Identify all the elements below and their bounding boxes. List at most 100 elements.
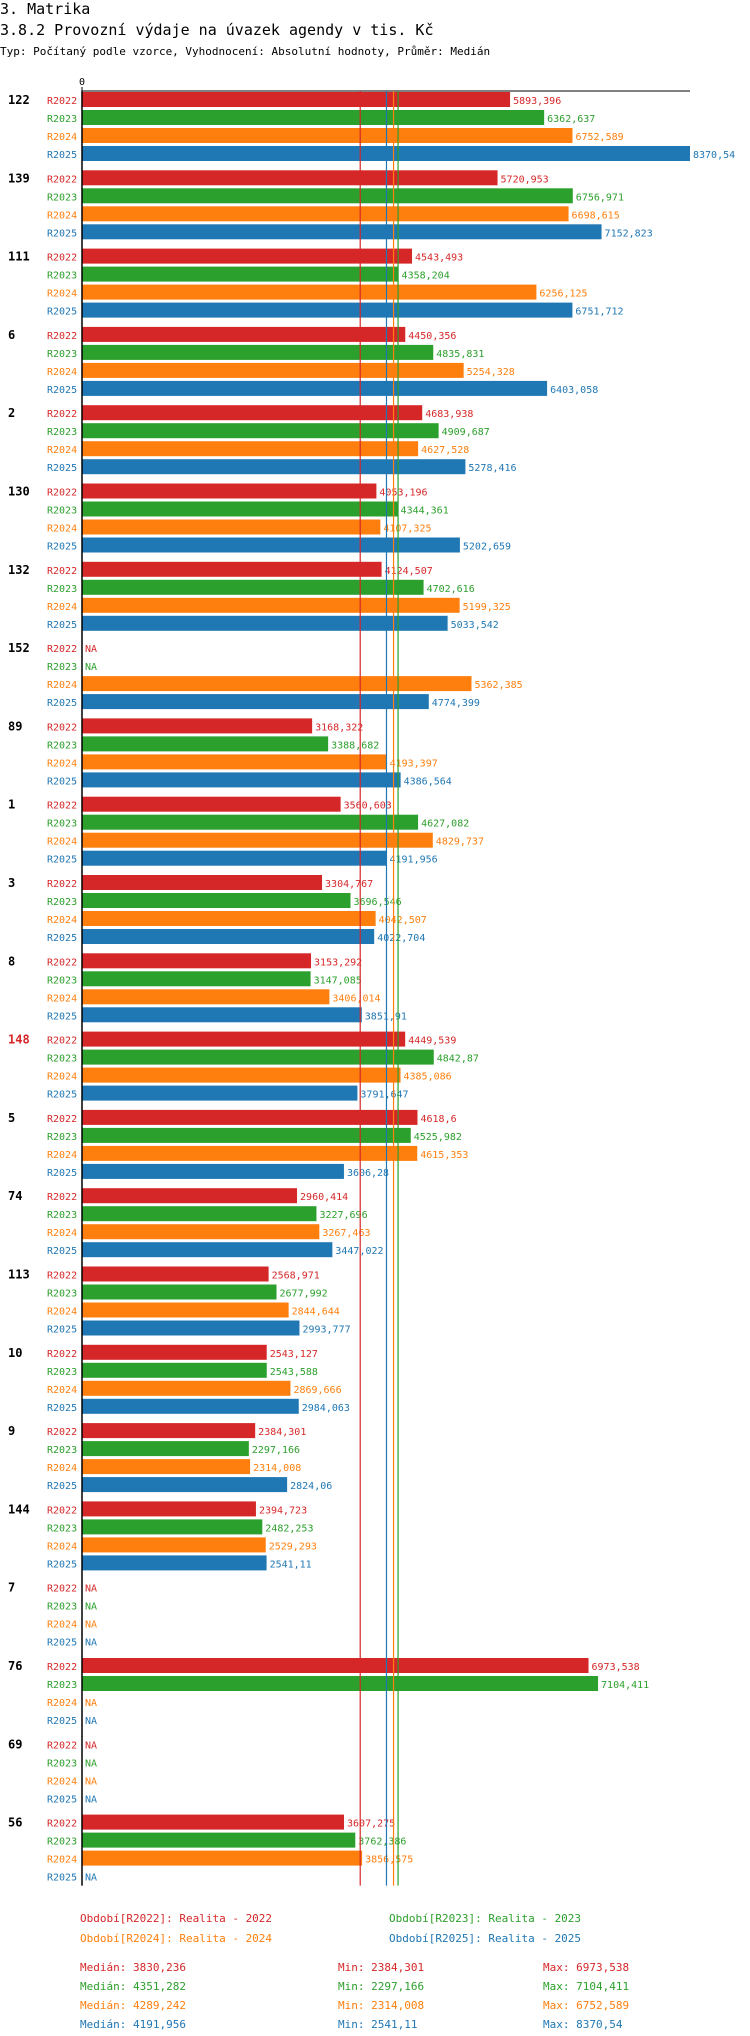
series-label: R2025	[47, 1559, 77, 1570]
series-label: R2023	[47, 1367, 77, 1378]
data-label: 6698,615	[572, 210, 620, 221]
stat-min-r2023: Min: 2297,166	[338, 1980, 425, 1993]
na-label: NA	[85, 1584, 97, 1595]
data-label: 4385,086	[404, 1072, 452, 1083]
series-label: R2025	[47, 1403, 77, 1414]
series-label: R2022	[47, 409, 77, 420]
data-label: 3447,022	[335, 1246, 383, 1257]
series-label: R2024	[47, 1307, 77, 1318]
data-label: 3153,292	[314, 957, 362, 968]
bar	[82, 128, 573, 143]
group-label: 148	[8, 1033, 30, 1047]
bar	[82, 405, 423, 421]
series-label: R2023	[47, 1210, 77, 1221]
data-label: 4543,493	[415, 253, 463, 264]
bar	[82, 224, 602, 240]
data-label: 2844,644	[292, 1307, 340, 1318]
series-label: R2024	[47, 680, 77, 691]
group-label: 89	[8, 719, 22, 733]
data-label: 4842,87	[437, 1054, 479, 1065]
data-label: 4835,831	[436, 349, 484, 360]
series-label: R2024	[47, 1776, 77, 1787]
bar	[82, 1537, 266, 1553]
series-label: R2024	[47, 445, 77, 456]
series-label: R2024	[47, 1463, 77, 1474]
series-label: R2025	[47, 385, 77, 396]
series-label: R2022	[47, 1271, 77, 1282]
series-label: R2023	[47, 114, 77, 125]
series-label: R2025	[47, 307, 77, 318]
bar	[82, 953, 312, 969]
bar	[82, 597, 460, 613]
series-label: R2022	[47, 1192, 77, 1203]
series-label: R2025	[47, 228, 77, 239]
bar	[82, 266, 399, 282]
na-label: NA	[85, 1602, 97, 1613]
bar	[82, 694, 429, 710]
series-label: R2022	[47, 801, 77, 812]
bar	[82, 1085, 358, 1101]
na-label: NA	[85, 1620, 97, 1631]
data-label: 5893,396	[513, 96, 561, 107]
bar	[82, 772, 401, 788]
series-label: R2024	[47, 524, 77, 535]
group-label: 144	[8, 1502, 30, 1516]
series-label: R2025	[47, 1246, 77, 1257]
na-label: NA	[85, 1698, 97, 1709]
bar	[82, 519, 381, 535]
series-label: R2024	[47, 1620, 77, 1631]
data-label: 7152,823	[605, 228, 653, 239]
bar	[82, 537, 460, 553]
bar	[82, 1832, 356, 1848]
series-label: R2022	[47, 566, 77, 577]
series-label: R2022	[47, 331, 77, 342]
stat-median-r2024: Medián: 4289,242	[80, 1999, 186, 2012]
legend-r2023: Období[R2023]: Realita - 2023	[389, 1912, 582, 1925]
bar	[82, 971, 311, 987]
series-label: R2023	[47, 427, 77, 438]
bar	[82, 1302, 289, 1318]
series-label: R2023	[47, 975, 77, 986]
series-label: R2025	[47, 620, 77, 631]
group-label: 6	[8, 328, 15, 342]
chart-type-line: Typ: Počítaný podle vzorce, Vyhodnocení:…	[0, 45, 491, 58]
series-label: R2023	[47, 1837, 77, 1848]
bar	[82, 362, 464, 378]
bar	[82, 796, 341, 812]
bar	[82, 1441, 249, 1457]
series-label: R2023	[47, 1680, 77, 1691]
data-label: 3791,647	[360, 1090, 408, 1101]
group-label: 69	[8, 1737, 22, 1751]
bar	[82, 1555, 267, 1571]
na-label: NA	[85, 1740, 97, 1751]
data-label: 4909,687	[442, 427, 490, 438]
series-label: R2025	[47, 542, 77, 553]
na-label: NA	[85, 662, 97, 673]
data-label: 2394,723	[259, 1505, 307, 1516]
data-label: 6752,589	[575, 132, 623, 143]
bar	[82, 1284, 277, 1300]
data-label: 4042,507	[379, 915, 427, 926]
data-label: 4386,564	[404, 776, 452, 787]
data-label: 8370,54	[693, 150, 735, 161]
data-label: 2297,166	[252, 1445, 300, 1456]
bar	[82, 1007, 362, 1023]
data-label: 6751,712	[575, 307, 623, 318]
series-label: R2022	[47, 488, 77, 499]
bar	[82, 1320, 300, 1336]
data-label: 2960,414	[300, 1192, 348, 1203]
chart-subtitle: 3.8.2 Provozní výdaje na úvazek agendy v…	[0, 21, 434, 39]
series-label: R2022	[47, 253, 77, 264]
data-label: 2568,971	[272, 1271, 320, 1282]
data-label: 4124,507	[385, 566, 433, 577]
bar	[82, 284, 537, 300]
data-label: 2869,666	[293, 1385, 341, 1396]
bar	[82, 459, 466, 475]
data-label: 4615,353	[420, 1150, 468, 1161]
series-label: R2022	[47, 1349, 77, 1360]
stat-max-r2022: Max: 6973,538	[543, 1961, 630, 1974]
bar	[82, 380, 548, 396]
bar	[82, 206, 569, 222]
bar	[82, 989, 330, 1005]
bar	[82, 1850, 363, 1866]
